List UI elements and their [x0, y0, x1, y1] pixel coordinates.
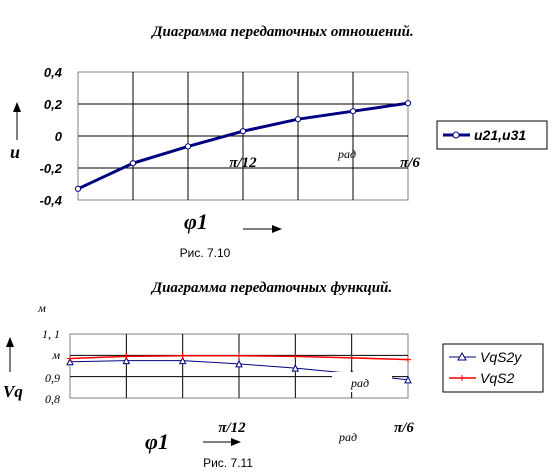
chart1-series-points	[74, 100, 412, 192]
chart2-x-annotation-rad: рад	[338, 430, 357, 444]
chart1-ytick: -0,2	[40, 161, 63, 176]
chart2-x-annotation-pi12: π/12	[218, 420, 246, 436]
chart2-vqs2-point	[179, 352, 186, 359]
chart2-ylabel: Vq	[3, 382, 23, 401]
triangle-marker-icon	[457, 351, 467, 361]
chart1-ytick: 0	[55, 129, 63, 144]
chart2-vqs2-point	[123, 353, 130, 360]
chart2-vqs2-point	[348, 354, 355, 361]
chart1-data-point	[294, 116, 302, 123]
chart2-series-points	[66, 352, 412, 384]
chart2-ytick: м	[51, 348, 60, 362]
chart1-ytick: -0,4	[40, 193, 63, 208]
chart2-vqs2-point	[67, 355, 73, 362]
chart2-y-ticks: 1, 1 м 0,9 0,8	[42, 327, 60, 406]
chart2-vqs2y-point	[122, 356, 131, 365]
chart2-plot-area: рад	[66, 333, 412, 399]
chart1-x-annotation-rad: рад	[337, 147, 356, 161]
chart1-plot-area	[74, 71, 412, 201]
chart1-x-annotation-pi6: π/6	[400, 155, 420, 171]
chart1-y-ticks: 0,4 0,2 0 -0,2 -0,4	[40, 65, 63, 208]
chart2-ytick: 0,9	[45, 371, 60, 385]
chart2-legend-box	[442, 343, 544, 393]
chart2-vqs2y-point	[291, 364, 300, 372]
chart2-legend: VqS2y VqS2	[442, 343, 544, 393]
chart1-data-point	[239, 128, 247, 135]
chart2-vqs2y-point	[404, 375, 412, 384]
chart2-vqs2y-point	[66, 357, 74, 366]
chart2-x-annotation-pi6: π/6	[394, 420, 414, 436]
chart2-xlabel: φ1	[145, 429, 169, 454]
chart1-title: Диаграмма передаточных отношений.	[150, 24, 414, 40]
chart1-legend-label: u21,u31	[474, 127, 526, 143]
chart1-data-point	[349, 108, 357, 115]
chart2-vqs2y-point	[178, 356, 187, 365]
chart1-ylabel: u	[10, 142, 20, 162]
plus-marker-icon	[459, 375, 465, 381]
chart1-caption: Рис. 7.10	[180, 246, 231, 260]
chart2-inner-label: рад	[350, 376, 369, 390]
chart2-title: Диаграмма передаточных функций.	[150, 280, 392, 296]
chart2-vqs2-point	[292, 353, 299, 360]
chart2-legend-label: VqS2y	[480, 349, 522, 365]
chart1-data-point	[74, 185, 82, 192]
chart1-x-annotation-pi12: π/12	[229, 155, 257, 171]
chart1-ytick: 0,4	[44, 65, 63, 80]
chart1-grid	[78, 72, 408, 200]
chart2-inner-label-box	[332, 372, 392, 392]
chart1-legend: u21,u31	[436, 120, 548, 150]
chart2-legend-label: VqS2	[480, 370, 514, 386]
chart2-unit-label: м	[37, 301, 46, 315]
chart1-data-point	[184, 143, 192, 150]
chart1-ytick: 0,2	[44, 97, 63, 112]
chart2-ytick: 0,8	[45, 392, 60, 406]
chart1-data-point	[404, 100, 412, 107]
chart1-data-point	[129, 160, 137, 167]
chart2-ytick: 1, 1	[42, 327, 60, 341]
chart1-xlabel: φ1	[184, 209, 208, 234]
chart2-caption: Рис. 7.11	[203, 456, 253, 470]
chart2-vqs2y-point	[235, 359, 243, 368]
chart1-legend-marker-icon	[452, 131, 460, 139]
chart2-vqs2-point	[236, 352, 242, 359]
chart2-vqs2-point	[405, 356, 411, 363]
